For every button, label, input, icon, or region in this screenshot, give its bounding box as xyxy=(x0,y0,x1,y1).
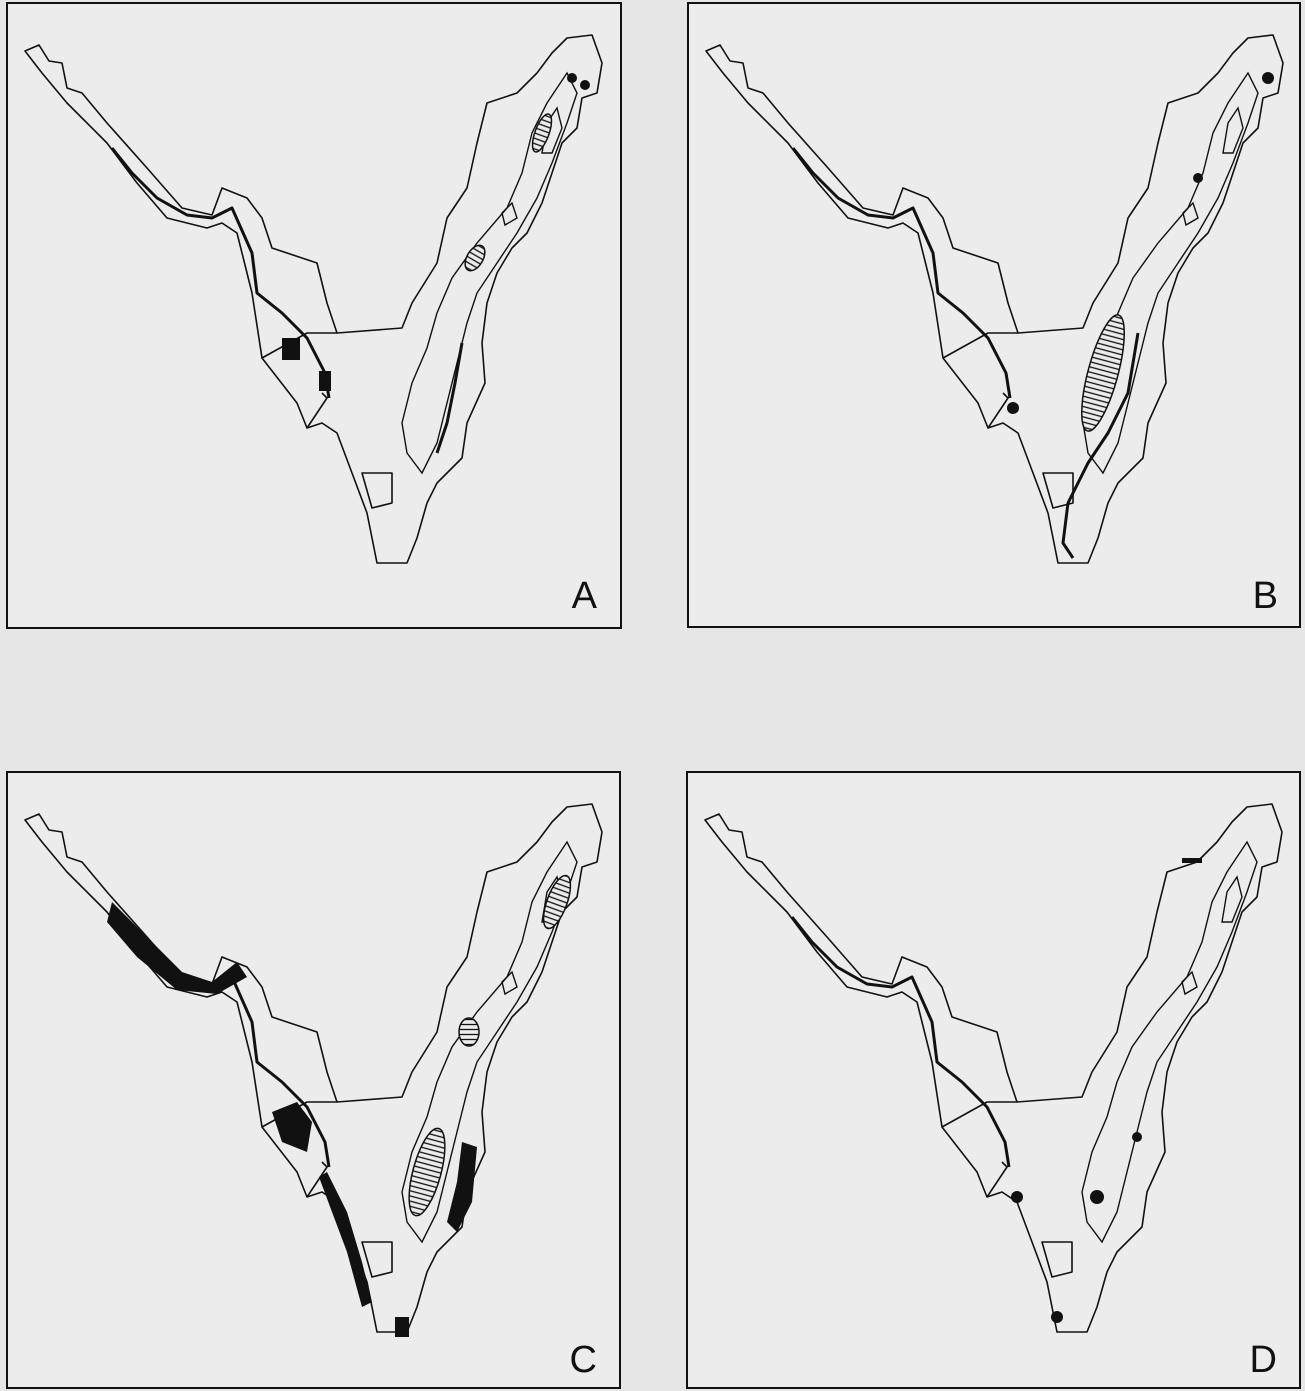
panel-label: D xyxy=(1250,1339,1277,1381)
panel-frame xyxy=(688,3,1300,627)
area-marker xyxy=(1051,1311,1063,1323)
area-marker xyxy=(1007,402,1019,414)
panel-label: B xyxy=(1253,575,1278,617)
panel: A xyxy=(7,3,621,628)
area-marker xyxy=(1262,72,1274,84)
panel-frame xyxy=(7,3,621,628)
figure: A B C D xyxy=(0,0,1305,1391)
area-marker xyxy=(395,1317,409,1337)
panel: B xyxy=(688,3,1300,627)
area-marker xyxy=(459,1018,479,1046)
area-marker xyxy=(567,73,577,83)
panel-frame xyxy=(7,772,620,1388)
area-marker xyxy=(580,80,590,90)
area-marker xyxy=(282,338,300,360)
area-marker xyxy=(1132,1132,1142,1142)
area-marker xyxy=(319,371,331,391)
area-marker xyxy=(1193,173,1203,183)
panel: D xyxy=(687,772,1300,1388)
panel-frame xyxy=(687,772,1300,1388)
area-marker xyxy=(1011,1191,1023,1203)
area-marker xyxy=(1090,1190,1104,1204)
area-marker xyxy=(1182,858,1202,863)
panel-label: A xyxy=(572,575,598,617)
panel: C xyxy=(7,772,620,1388)
panel-label: C xyxy=(570,1339,597,1381)
